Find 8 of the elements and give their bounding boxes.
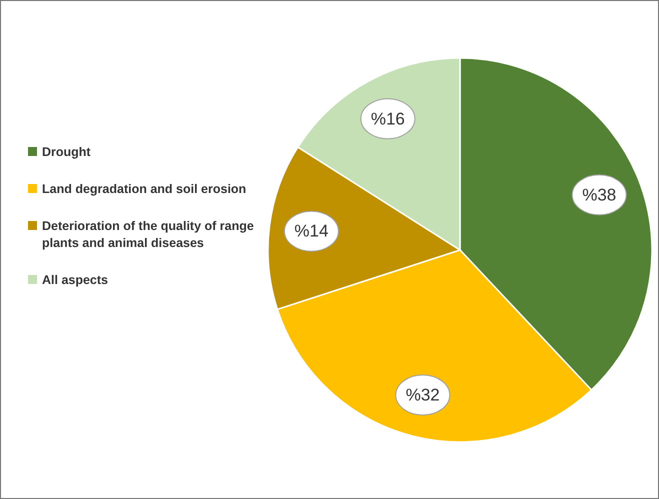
legend-label: All aspects [42,273,108,287]
data-label: %16 [370,109,405,128]
data-label: %38 [582,185,616,204]
data-label: %14 [294,222,328,241]
legend-label: Drought [42,145,92,159]
data-label: %32 [406,386,440,405]
legend-label: Deterioration of the quality of range plants and animal diseases [42,219,254,250]
legend-label: Land degradation and soil erosion [42,182,246,196]
